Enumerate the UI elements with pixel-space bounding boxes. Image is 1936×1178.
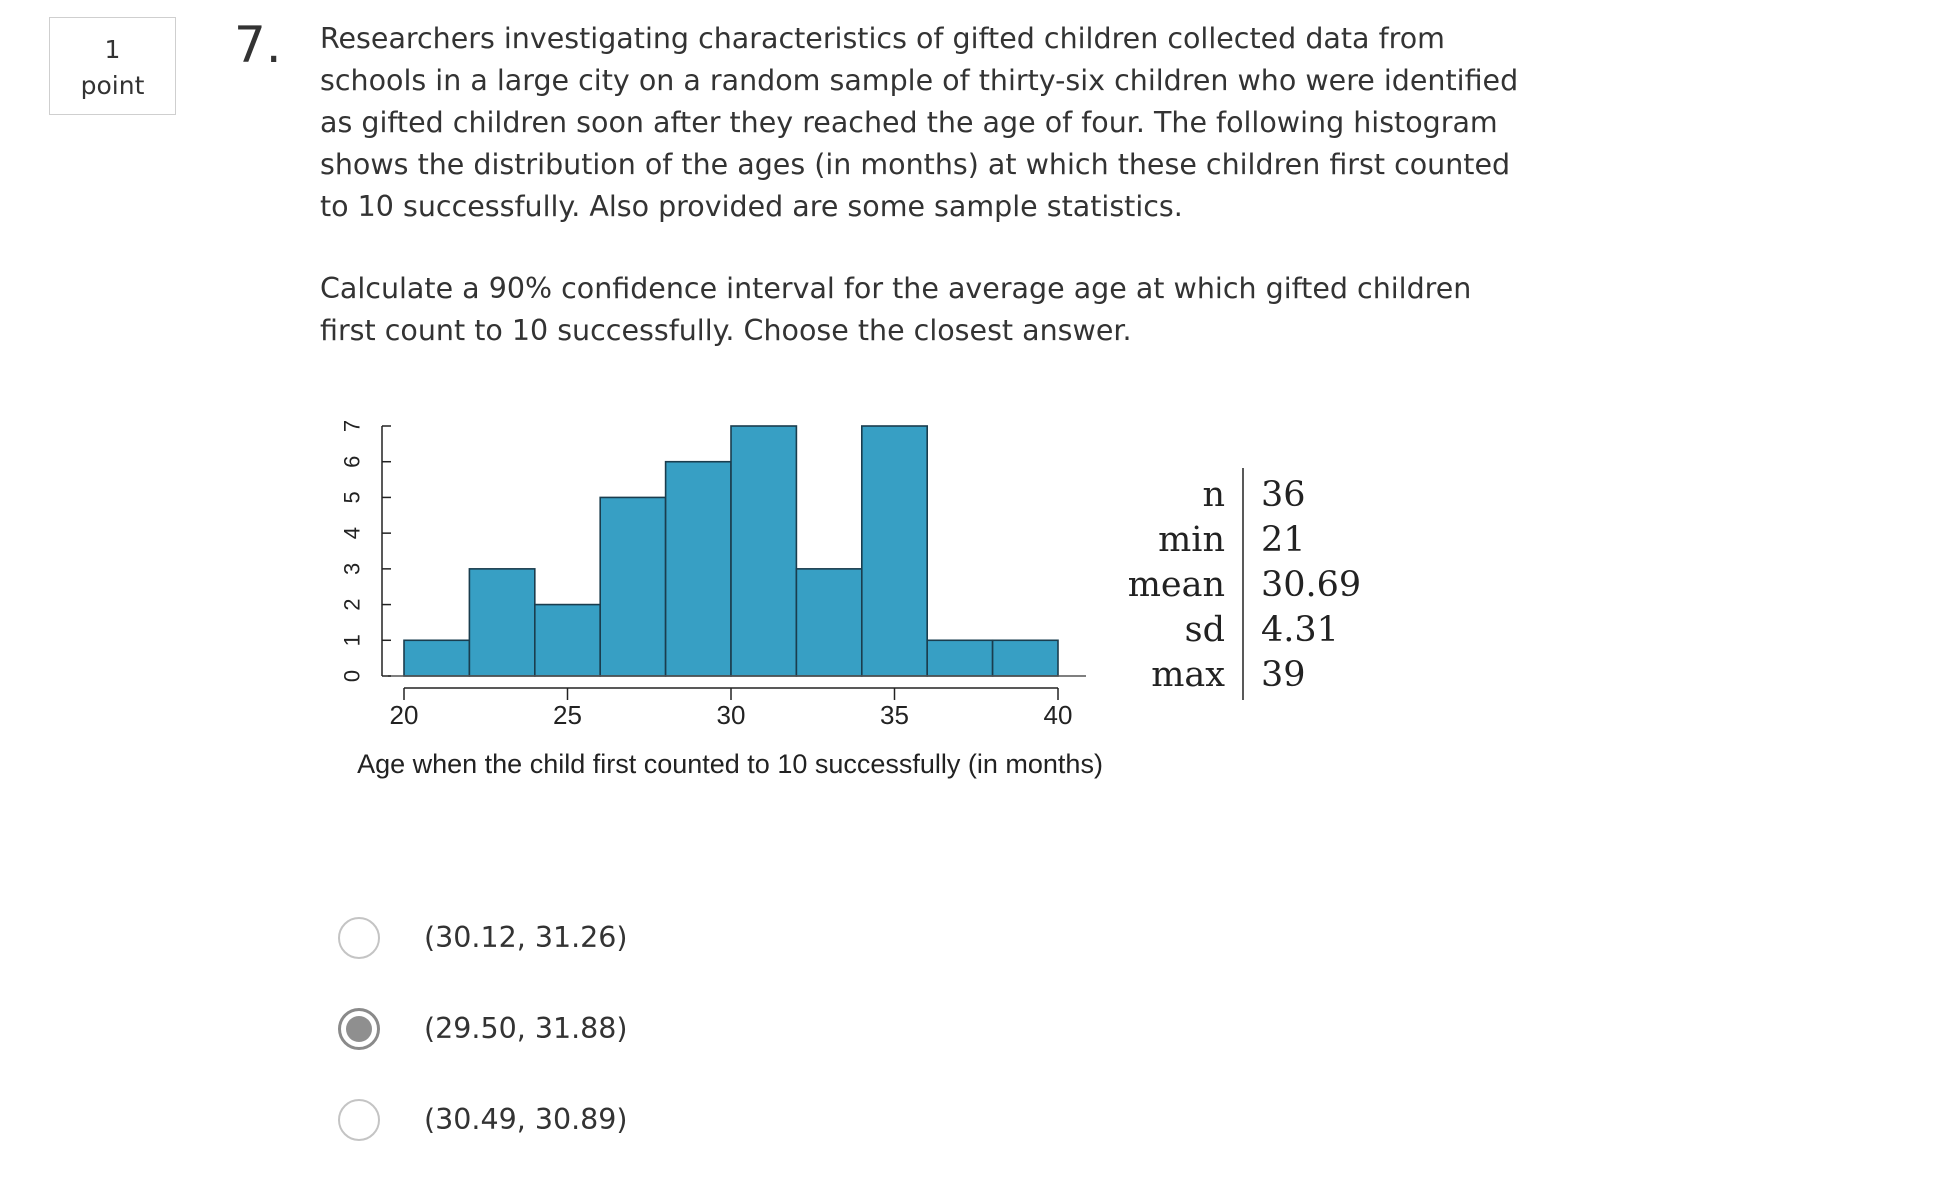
x-tick-label-30: 30 bbox=[717, 700, 746, 730]
histogram-bar-9 bbox=[926, 639, 994, 677]
sample-statistics-table: n 36 min 21 mean 30.69 sd 4.31 max 39 bbox=[1128, 468, 1361, 700]
answer-option-1[interactable]: (30.12, 31.26) bbox=[338, 910, 1038, 970]
stat-label-min: min bbox=[1158, 520, 1225, 560]
stat-label-max: max bbox=[1151, 655, 1225, 695]
y-tick-label-7: 7 bbox=[340, 420, 365, 432]
x-tick-label-40: 40 bbox=[1044, 700, 1073, 730]
x-axis-title: Age when the child first counted to 10 s… bbox=[357, 749, 1103, 779]
histogram-bar-5 bbox=[664, 460, 732, 677]
histogram-bar-2 bbox=[468, 568, 536, 677]
histogram-bar-1 bbox=[403, 639, 471, 677]
stat-value-sd: 4.31 bbox=[1261, 610, 1339, 650]
y-tick-label-2: 2 bbox=[340, 598, 365, 610]
points-value: 1 bbox=[104, 35, 121, 64]
x-tick-label-35: 35 bbox=[880, 700, 909, 730]
histogram-bar-7 bbox=[795, 568, 863, 677]
histogram-bar-10 bbox=[991, 639, 1059, 677]
histogram-bar-3 bbox=[534, 603, 602, 677]
histogram-bar-4 bbox=[599, 496, 667, 677]
points-unit: point bbox=[80, 71, 145, 100]
y-tick-label-3: 3 bbox=[340, 563, 365, 575]
question-prompt: Calculate a 90% confidence interval for … bbox=[320, 272, 1472, 347]
stat-value-n: 36 bbox=[1261, 475, 1306, 515]
radio-button-1[interactable] bbox=[338, 917, 380, 959]
stat-label-n: n bbox=[1202, 475, 1225, 515]
stat-label-sd: sd bbox=[1185, 610, 1225, 650]
y-tick-label-0: 0 bbox=[340, 670, 365, 682]
answer-option-label-2: (29.50, 31.88) bbox=[424, 1012, 628, 1045]
histogram-bar-8 bbox=[860, 425, 928, 677]
x-tick-label-25: 25 bbox=[553, 700, 582, 730]
answer-option-3[interactable]: (30.49, 30.89) bbox=[338, 1092, 1038, 1152]
stat-label-mean: mean bbox=[1128, 565, 1225, 605]
x-tick-label-20: 20 bbox=[390, 700, 419, 730]
y-tick-label-4: 4 bbox=[340, 527, 365, 539]
histogram-figure: 0 1 2 3 4 5 6 7 20 25 30 35 40 Age when the child fir… bbox=[340, 420, 1362, 779]
radio-button-3[interactable] bbox=[338, 1099, 380, 1141]
question-text: Researchers investigating characteristic… bbox=[320, 22, 1519, 223]
answer-option-2[interactable]: (29.50, 31.88) bbox=[338, 1001, 1038, 1061]
radio-button-2[interactable] bbox=[338, 1008, 380, 1050]
question-number: 7. bbox=[234, 16, 282, 74]
points-box: 1 point bbox=[49, 17, 176, 115]
stat-value-min: 21 bbox=[1261, 520, 1306, 560]
y-tick-label-1: 1 bbox=[340, 634, 365, 646]
y-tick-label-5: 5 bbox=[340, 491, 365, 503]
histogram-chart: 0 1 2 3 4 5 6 7 20 25 30 35 40 Age when the child fir… bbox=[340, 420, 1103, 779]
y-tick-label-6: 6 bbox=[340, 456, 365, 468]
answer-option-label-1: (30.12, 31.26) bbox=[424, 921, 628, 954]
stat-value-max: 39 bbox=[1261, 655, 1306, 695]
answer-option-label-3: (30.49, 30.89) bbox=[424, 1103, 628, 1136]
histogram-bar-6 bbox=[730, 425, 798, 677]
stat-value-mean: 30.69 bbox=[1261, 565, 1361, 605]
